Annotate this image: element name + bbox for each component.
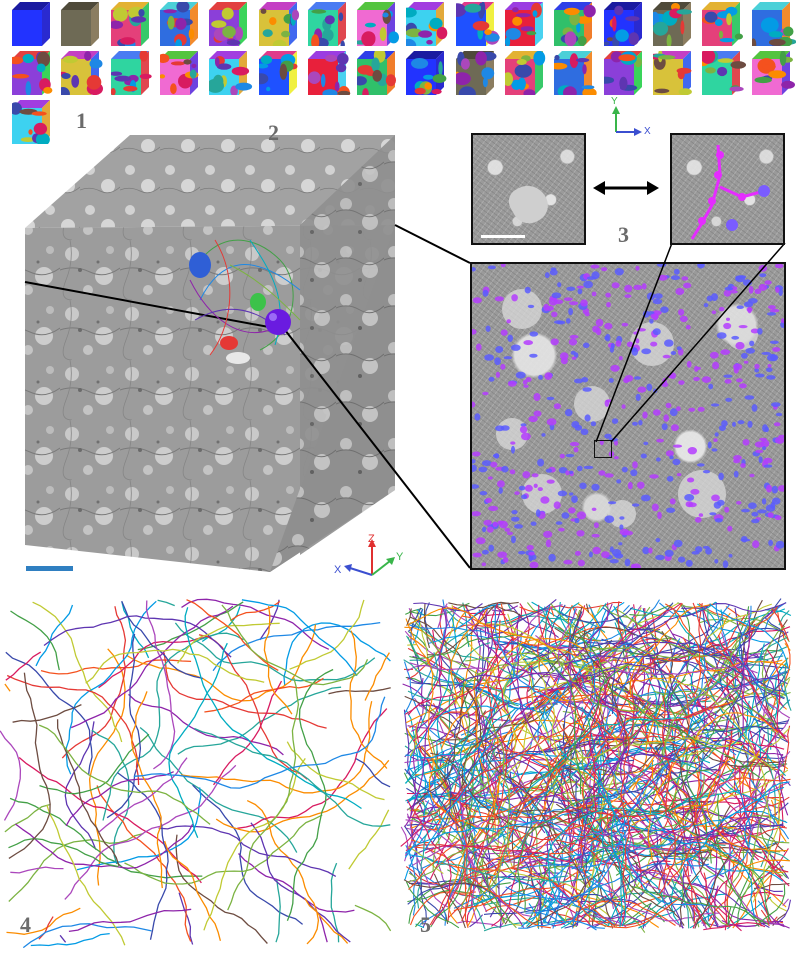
segmented-cube-2 xyxy=(61,2,105,46)
segmented-cube-6 xyxy=(258,2,303,46)
panel-label-1: 1 xyxy=(76,108,87,133)
panel-label-2: 2 xyxy=(268,120,279,145)
red-soma xyxy=(220,336,238,350)
segmented-cube-15 xyxy=(702,2,746,46)
segmented-cube-26 xyxy=(455,51,500,95)
inset-axis-label-x: X xyxy=(644,126,651,137)
segmented-cube-4 xyxy=(159,2,204,46)
inset-axis-label-y: Y xyxy=(611,96,618,107)
em-slice-overlay xyxy=(470,262,786,570)
double-arrow-icon xyxy=(593,181,659,195)
synapse-overlay xyxy=(472,264,784,568)
slice-indicator-line xyxy=(24,281,286,331)
skeleton-tracing-sparse xyxy=(0,598,392,949)
segmented-cube-8 xyxy=(357,2,401,46)
segmented-cube-20 xyxy=(159,51,204,95)
em-inset-annotated xyxy=(670,133,785,245)
segmented-cube-21 xyxy=(209,51,253,95)
segmented-cube-33 xyxy=(12,100,56,144)
skeleton-tracing-dense xyxy=(400,598,792,933)
segmented-cube-1 xyxy=(12,2,56,46)
axis-label-z: Z xyxy=(368,533,375,545)
segmented-cube-3 xyxy=(110,2,155,46)
panel-label-3: 3 xyxy=(618,222,629,247)
neuron-reconstruction xyxy=(189,239,301,356)
segmented-cube-29 xyxy=(603,51,648,95)
segmented-cube-32 xyxy=(751,51,796,95)
segmented-cube-13 xyxy=(603,2,648,46)
segmented-cube-25 xyxy=(406,51,450,95)
segmented-cube-24 xyxy=(357,51,401,95)
segmented-cube-12 xyxy=(554,2,598,46)
em-inset-raw xyxy=(471,133,586,245)
segmented-cube-22 xyxy=(258,51,303,95)
scale-bar xyxy=(26,566,73,571)
axis-triad-main xyxy=(344,539,395,576)
zoom-box-small xyxy=(594,440,612,458)
segmented-cube-28 xyxy=(554,51,598,95)
axis-triad-inset xyxy=(612,106,642,136)
segmented-cube-11 xyxy=(505,2,549,46)
segmented-cube-7 xyxy=(307,2,352,46)
segmented-cube-5 xyxy=(209,2,253,46)
axis-label-y: Y xyxy=(396,551,404,563)
cube-top-face xyxy=(25,135,395,228)
segmented-cube-16 xyxy=(751,2,796,46)
green-soma xyxy=(250,293,266,311)
inset-scale-bar xyxy=(481,235,525,238)
segmented-cube-14 xyxy=(652,2,697,46)
zoom-connector-lines xyxy=(595,242,786,443)
em-volume-cube xyxy=(24,135,471,572)
panel-label-4: 4 xyxy=(20,912,31,937)
panel-label-5: 5 xyxy=(420,912,431,937)
segmented-cube-31 xyxy=(702,51,747,95)
axis-label-x: X xyxy=(334,564,342,576)
segmented-cube-9 xyxy=(406,2,450,46)
segmented-cube-30 xyxy=(652,51,697,95)
segmented-cube-27 xyxy=(505,51,549,95)
blue-soma xyxy=(189,252,211,278)
segmented-cube-19 xyxy=(110,51,155,95)
segmented-cube-17 xyxy=(12,51,56,95)
segmented-cube-18 xyxy=(61,51,105,95)
segmented-cube-10 xyxy=(455,2,500,46)
segmented-cube-23 xyxy=(307,51,352,95)
